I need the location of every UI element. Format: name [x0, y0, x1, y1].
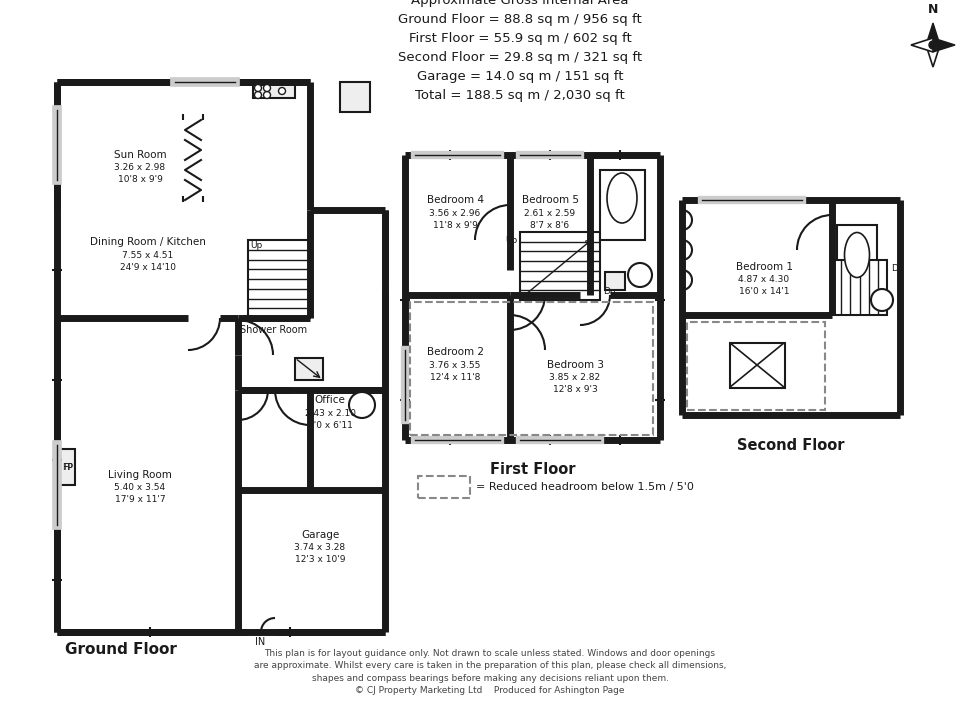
Text: Shower Room: Shower Room: [240, 325, 308, 335]
Text: Bedroom 5: Bedroom 5: [521, 195, 578, 205]
Text: 3.74 x 3.28: 3.74 x 3.28: [294, 543, 346, 552]
Polygon shape: [911, 38, 933, 52]
Circle shape: [264, 84, 270, 92]
Text: 4.87 x 4.30: 4.87 x 4.30: [739, 275, 790, 285]
Ellipse shape: [607, 173, 637, 223]
Bar: [295, 358, 323, 380]
Text: Up: Up: [250, 241, 263, 251]
Bar: [340, 82, 370, 112]
Text: = Reduced headroom below 1.5m / 5'0: = Reduced headroom below 1.5m / 5'0: [476, 482, 694, 492]
Circle shape: [255, 84, 262, 92]
Text: Bedroom 4: Bedroom 4: [426, 195, 483, 205]
Text: 8'0 x 6'11: 8'0 x 6'11: [308, 420, 353, 430]
Text: 7.55 x 4.51: 7.55 x 4.51: [122, 251, 173, 259]
Text: Dn: Dn: [603, 287, 615, 296]
Text: 10'8 x 9'9: 10'8 x 9'9: [118, 175, 163, 183]
Text: Dn: Dn: [891, 264, 904, 273]
Text: Dining Room / Kitchen: Dining Room / Kitchen: [90, 237, 206, 247]
Bar: [729, 342, 785, 388]
Text: 5.40 x 3.54: 5.40 x 3.54: [115, 484, 166, 493]
Text: Sun Room: Sun Room: [114, 150, 167, 160]
Circle shape: [929, 41, 937, 49]
Bar: [248, 240, 310, 318]
Text: 3.85 x 2.82: 3.85 x 2.82: [550, 373, 601, 383]
Text: 16'0 x 14'1: 16'0 x 14'1: [739, 288, 789, 297]
Text: This plan is for layout guidance only. Not drawn to scale unless stated. Windows: This plan is for layout guidance only. N…: [254, 649, 726, 695]
Text: 24'9 x 14'10: 24'9 x 14'10: [120, 263, 176, 271]
Circle shape: [628, 263, 652, 287]
Bar: [520, 232, 600, 300]
Polygon shape: [926, 45, 940, 67]
Text: Approximate Gross Internal Area
Ground Floor = 88.8 sq m / 956 sq ft
First Floor: Approximate Gross Internal Area Ground F…: [398, 0, 642, 102]
Text: FP: FP: [63, 462, 73, 471]
Text: Living Room: Living Room: [108, 470, 172, 480]
Text: Second Floor: Second Floor: [737, 437, 845, 452]
Circle shape: [278, 87, 285, 94]
Text: 8'7 x 8'6: 8'7 x 8'6: [530, 221, 569, 229]
Text: N: N: [928, 3, 938, 16]
Bar: [605, 272, 625, 290]
Text: Bedroom 1: Bedroom 1: [736, 262, 793, 272]
Bar: [253, 82, 295, 98]
Text: IN: IN: [255, 637, 266, 647]
Text: Ground Floor: Ground Floor: [65, 643, 176, 657]
Polygon shape: [926, 23, 940, 45]
Text: FP: FP: [62, 462, 73, 471]
Text: 2.61 x 2.59: 2.61 x 2.59: [524, 209, 575, 217]
Bar: [57, 449, 75, 485]
Text: 12'3 x 10'9: 12'3 x 10'9: [295, 555, 345, 564]
Text: First Floor: First Floor: [490, 462, 575, 478]
Text: Office: Office: [315, 395, 345, 405]
Circle shape: [264, 92, 270, 99]
Text: 11'8 x 9'9: 11'8 x 9'9: [432, 221, 477, 229]
Bar: [837, 225, 877, 290]
Text: 3.56 x 2.96: 3.56 x 2.96: [429, 209, 480, 217]
Text: 3.26 x 2.98: 3.26 x 2.98: [115, 163, 166, 173]
Text: 3.76 x 3.55: 3.76 x 3.55: [429, 361, 480, 369]
Bar: [860, 297, 878, 312]
Text: Bedroom 3: Bedroom 3: [547, 360, 604, 370]
Circle shape: [255, 92, 262, 99]
Polygon shape: [933, 38, 955, 52]
Bar: [832, 260, 887, 315]
Text: Bedroom 2: Bedroom 2: [426, 347, 483, 357]
Text: 12'4 x 11'8: 12'4 x 11'8: [430, 373, 480, 381]
Ellipse shape: [845, 232, 869, 278]
Text: 2.43 x 2.10: 2.43 x 2.10: [305, 408, 356, 417]
Circle shape: [349, 392, 375, 418]
Bar: [600, 170, 645, 240]
Text: 17'9 x 11'7: 17'9 x 11'7: [115, 496, 166, 505]
Text: 12'8 x 9'3: 12'8 x 9'3: [553, 386, 598, 395]
Circle shape: [871, 289, 893, 311]
Text: Garage: Garage: [301, 530, 339, 540]
Text: Up: Up: [505, 236, 517, 245]
